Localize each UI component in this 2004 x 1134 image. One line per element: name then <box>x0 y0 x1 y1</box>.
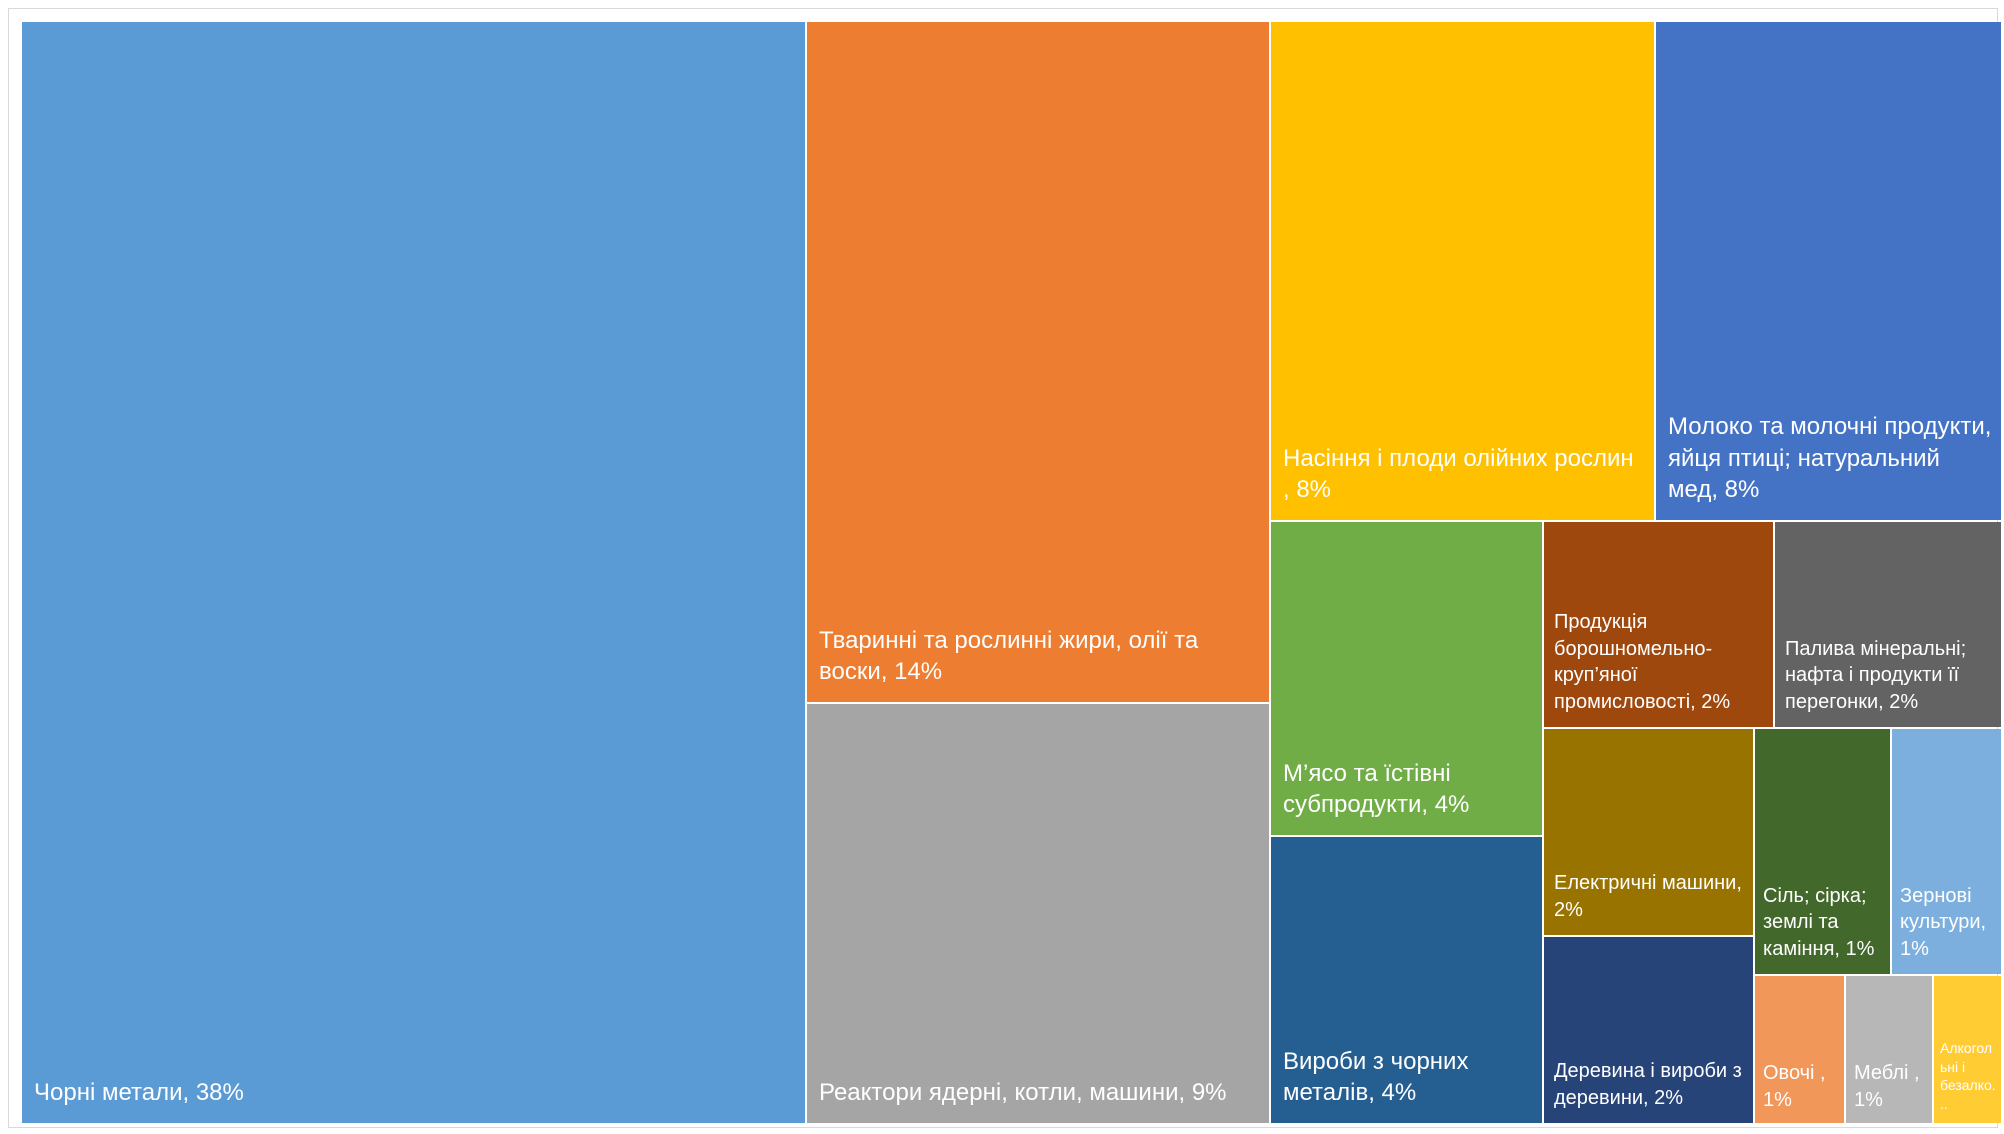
treemap-tile: Насіння і плоди олійних рослин , 8% <box>1271 22 1654 520</box>
treemap-tile-label: Деревина і вироби з деревини, 2% <box>1554 1060 1742 1109</box>
treemap-tile-label: Палива мінеральні; нафта і продукти її п… <box>1785 637 1967 713</box>
treemap-tile-label: Алкогольні і безалко... <box>1940 1040 1996 1112</box>
treemap-tile: Палива мінеральні; нафта і продукти її п… <box>1775 522 2001 727</box>
treemap-tile: Деревина і вироби з деревини, 2% <box>1544 937 1753 1123</box>
treemap-tile: Чорні метали, 38% <box>22 22 805 1123</box>
treemap-tile-label: Чорні метали, 38% <box>34 1079 244 1107</box>
treemap-tile: Реактори ядерні, котли, машини, 9% <box>807 704 1269 1123</box>
treemap-tile-label: Електричні машини, 2% <box>1554 872 1742 921</box>
treemap-tile: Меблі , 1% <box>1846 976 1932 1123</box>
treemap-tile: Зернові культури, 1% <box>1892 729 2001 974</box>
treemap-tile: Тваринні та рослинні жири, олії та воски… <box>807 22 1269 702</box>
treemap-tile: Молоко та молочні продукти, яйця птиці; … <box>1656 22 2001 520</box>
treemap-tile-label: Насіння і плоди олійних рослин , 8% <box>1283 444 1634 504</box>
treemap-tile-label: Сіль; сірка; землі та каміння, 1% <box>1763 884 1875 960</box>
treemap-tile-label: Тваринні та рослинні жири, олії та воски… <box>819 626 1199 686</box>
treemap-tile: Продукція борошномельно-круп’яної промис… <box>1544 522 1773 727</box>
treemap-tile: Алкогольні і безалко... <box>1934 976 2001 1123</box>
treemap-tile-label: Меблі , 1% <box>1854 1062 1920 1111</box>
treemap-tile-label: Реактори ядерні, котли, машини, 9% <box>819 1079 1227 1107</box>
treemap-tile: М’ясо та їстівні субпродукти, 4% <box>1271 522 1542 835</box>
treemap-tile-label: Зернові культури, 1% <box>1900 884 1987 960</box>
treemap-tile: Вироби з чорних металів, 4% <box>1271 837 1542 1123</box>
treemap-tile-label: Овочі , 1% <box>1763 1062 1826 1111</box>
treemap-tile: Електричні машини, 2% <box>1544 729 1753 935</box>
treemap-tile: Сіль; сірка; землі та каміння, 1% <box>1755 729 1890 974</box>
treemap-tile: Овочі , 1% <box>1755 976 1844 1123</box>
treemap-tile-label: Молоко та молочні продукти, яйця птиці; … <box>1668 412 1992 504</box>
treemap-tile-label: М’ясо та їстівні субпродукти, 4% <box>1283 759 1470 819</box>
treemap-tile-label: Продукція борошномельно-круп’яної промис… <box>1554 611 1731 713</box>
treemap-tile-label: Вироби з чорних металів, 4% <box>1283 1047 1469 1107</box>
